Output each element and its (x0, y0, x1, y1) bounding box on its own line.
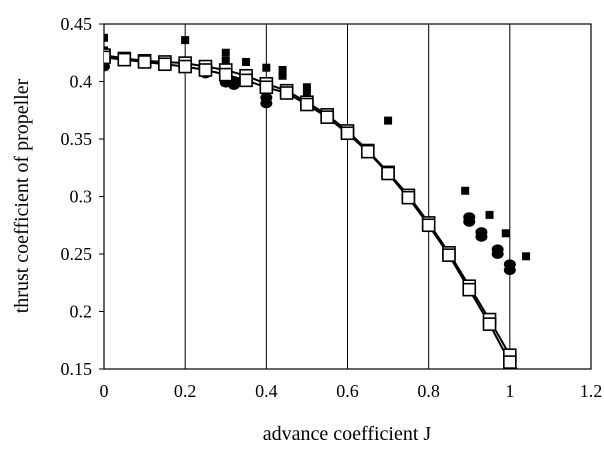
data-point-open-square (421, 218, 436, 233)
data-point-filled-square (278, 71, 287, 80)
data-point-filled-square (302, 83, 311, 92)
y-tick-label: 0.15 (61, 359, 93, 379)
y-tick-label: 0.3 (70, 187, 93, 207)
data-point-open-square (198, 63, 213, 77)
x-tick-label: 0.8 (417, 381, 440, 401)
y-tick-label: 0.25 (61, 244, 93, 264)
x-tick-label: 1 (505, 381, 514, 401)
data-point-filled-square (262, 63, 271, 72)
data-point-filled-circle (491, 244, 504, 255)
data-point-open-square (117, 52, 132, 67)
data-point-open-square (104, 50, 111, 65)
data-point-open-square (320, 110, 335, 124)
data-point-open-square (239, 73, 253, 88)
y-axis-ticks: 0.15 0.2 0.25 0.3 0.35 0.4 0.45 (61, 14, 104, 379)
x-tick-label: 0.2 (174, 381, 197, 401)
data-point-open-square (178, 59, 192, 74)
x-tick-label: 0.4 (255, 381, 278, 401)
data-point-open-square (381, 166, 395, 181)
y-axis-title: thrust coefficient of propeller (11, 78, 33, 313)
data-point-filled-circle (503, 259, 516, 270)
data-point-open-square (158, 57, 172, 72)
data-point-open-square (516, 375, 528, 387)
data-point-filled-square (104, 33, 108, 42)
y-tick-label: 0.4 (70, 72, 93, 92)
data-point-filled-square (302, 89, 311, 97)
series-points (104, 33, 531, 387)
data-point-open-square (503, 355, 517, 369)
data-point-filled-square (221, 48, 230, 57)
data-point-filled-circle (463, 212, 476, 223)
series-lines (104, 54, 518, 369)
series-line-2 (104, 54, 518, 369)
data-point-filled-square (278, 66, 287, 74)
data-point-open-square (360, 144, 375, 159)
data-point-filled-square (384, 116, 393, 125)
data-point-filled-circle (227, 79, 240, 90)
data-point-open-square (259, 80, 274, 95)
x-tick-label: 1.2 (580, 381, 603, 401)
data-point-open-square (300, 97, 314, 112)
data-point-open-square (482, 317, 497, 331)
y-tick-label: 0.35 (61, 129, 93, 149)
x-axis-ticks: 0 0.2 0.4 0.6 0.8 1 1.2 (100, 381, 603, 401)
data-point-filled-circle (260, 92, 273, 103)
data-point-filled-square (522, 252, 531, 261)
data-point-open-square (137, 55, 152, 69)
data-point-open-square (442, 248, 456, 262)
data-point-open-square (279, 86, 294, 100)
data-point-open-square (462, 282, 477, 297)
data-point-filled-square (221, 56, 230, 65)
data-point-open-square (340, 126, 355, 141)
data-point-filled-square (242, 57, 251, 66)
data-point-filled-square (461, 186, 470, 195)
data-point-filled-circle (475, 227, 488, 238)
data-point-filled-square (501, 229, 510, 238)
x-tick-label: 0 (100, 381, 109, 401)
x-axis-title: advance coefficient J (263, 423, 432, 445)
series-line-3 (104, 56, 514, 369)
grid (184, 24, 511, 369)
x-tick-label: 0.6 (336, 381, 359, 401)
data-point-open-square (401, 190, 416, 205)
data-point-filled-square (181, 36, 190, 45)
data-point-filled-square (485, 210, 494, 219)
y-tick-label: 0.2 (70, 302, 93, 322)
data-point-open-square (218, 67, 233, 82)
y-tick-label: 0.45 (61, 14, 93, 34)
